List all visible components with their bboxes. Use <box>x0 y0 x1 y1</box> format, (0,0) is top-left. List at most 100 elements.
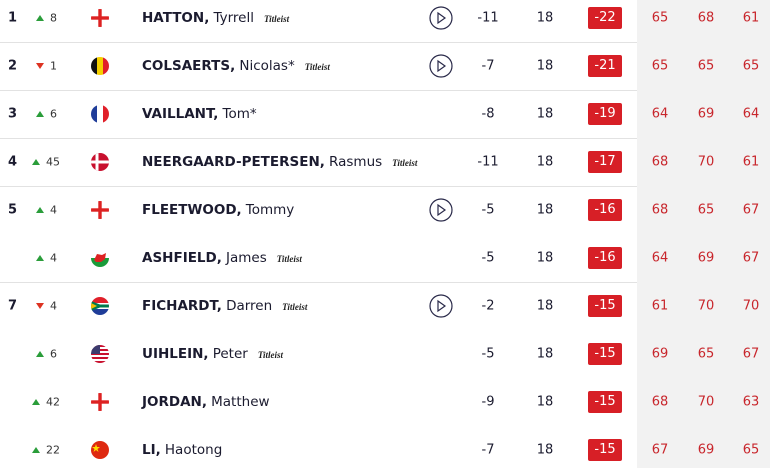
round-score: 61 <box>742 10 760 26</box>
today-score: -8 <box>481 106 495 122</box>
round-score: 67 <box>742 250 760 266</box>
movement: 8 <box>50 11 57 25</box>
first-name: Tommy <box>245 202 295 218</box>
sponsor: Titleist <box>304 62 330 72</box>
round-score: 70 <box>697 298 715 314</box>
total-score: -16 <box>588 199 622 221</box>
position: 2 <box>8 58 18 74</box>
total-score: -15 <box>588 343 622 365</box>
today-score: -5 <box>481 202 495 218</box>
rounds-background <box>637 0 770 468</box>
movement: 6 <box>50 347 57 361</box>
first-name: Peter <box>212 346 248 362</box>
last-name: ASHFIELD, <box>142 250 222 266</box>
round-score: 67 <box>742 202 760 218</box>
first-name: Tom* <box>222 106 257 122</box>
today-score: -5 <box>481 250 495 266</box>
player-name: VAILLANT, Tom* <box>142 106 257 122</box>
round-score: 63 <box>742 394 760 410</box>
round-score: 65 <box>742 58 760 74</box>
first-name: Tyrrell <box>213 10 254 26</box>
thru: 18 <box>536 58 554 74</box>
total-score: -15 <box>588 391 622 413</box>
sponsor: Titleist <box>282 302 308 312</box>
last-name: NEERGAARD-PETERSEN, <box>142 154 325 170</box>
round-score: 70 <box>742 298 760 314</box>
round-score: 65 <box>742 442 760 458</box>
today-score: -5 <box>481 346 495 362</box>
round-score: 69 <box>697 250 715 266</box>
round-score: 68 <box>697 10 715 26</box>
last-name: HATTON, <box>142 10 210 26</box>
round-score: 65 <box>651 58 669 74</box>
round-score: 65 <box>697 202 715 218</box>
round-score: 64 <box>651 106 669 122</box>
total-score: -15 <box>588 295 622 317</box>
thru: 18 <box>536 10 554 26</box>
thru: 18 <box>536 298 554 314</box>
last-name: VAILLANT, <box>142 106 219 122</box>
total-score: -17 <box>588 151 622 173</box>
round-score: 65 <box>697 58 715 74</box>
movement: 4 <box>50 203 57 217</box>
movement: 45 <box>46 155 60 169</box>
round-score: 70 <box>697 154 715 170</box>
player-name: UIHLEIN, Peter Titleist <box>142 346 283 362</box>
round-score: 64 <box>651 250 669 266</box>
position: 7 <box>8 298 18 314</box>
thru: 18 <box>536 346 554 362</box>
today-score: -9 <box>481 394 495 410</box>
player-name: NEERGAARD-PETERSEN, Rasmus Titleist <box>142 154 417 170</box>
round-score: 69 <box>651 346 669 362</box>
total-score: -21 <box>588 55 622 77</box>
sponsor: Titleist <box>392 158 418 168</box>
movement: 4 <box>50 299 57 313</box>
thru: 18 <box>536 442 554 458</box>
last-name: FLEETWOOD, <box>142 202 242 218</box>
today-score: -11 <box>477 154 499 170</box>
movement-arrows <box>32 15 44 453</box>
first-name: James <box>226 250 267 266</box>
total-score: -19 <box>588 103 622 125</box>
total-score: -15 <box>588 439 622 461</box>
separators <box>0 42 637 283</box>
round-score: 69 <box>697 106 715 122</box>
today-score: -2 <box>481 298 495 314</box>
first-name: Nicolas* <box>239 58 295 74</box>
sponsor: Titleist <box>264 14 290 24</box>
player-name: COLSAERTS, Nicolas* Titleist <box>142 58 330 74</box>
round-score: 68 <box>651 154 669 170</box>
round-score: 65 <box>697 346 715 362</box>
round-score: 67 <box>742 346 760 362</box>
player-name: FLEETWOOD, Tommy <box>142 202 294 218</box>
position: 1 <box>8 10 18 26</box>
play-buttons[interactable] <box>429 6 453 318</box>
last-name: UIHLEIN, <box>142 346 209 362</box>
sponsor: Titleist <box>276 254 302 264</box>
thru: 18 <box>536 154 554 170</box>
player-name: ASHFIELD, James Titleist <box>142 250 302 266</box>
movement: 1 <box>50 59 57 73</box>
thru: 18 <box>536 250 554 266</box>
movement: 42 <box>46 395 60 409</box>
thru: 18 <box>536 202 554 218</box>
player-name: HATTON, Tyrrell Titleist <box>142 10 289 26</box>
player-name: FICHARDT, Darren Titleist <box>142 298 307 314</box>
flags <box>91 9 109 459</box>
last-name: COLSAERTS, <box>142 58 236 74</box>
round-score: 61 <box>651 298 669 314</box>
total-score: -16 <box>588 247 622 269</box>
player-name: LI, Haotong <box>142 442 222 458</box>
position: 3 <box>8 106 18 122</box>
round-score: 69 <box>697 442 715 458</box>
last-name: LI, <box>142 442 161 458</box>
thru: 18 <box>536 394 554 410</box>
movement: 6 <box>50 107 57 121</box>
last-name: FICHARDT, <box>142 298 222 314</box>
first-name: Matthew <box>211 394 270 410</box>
today-score: -7 <box>481 58 495 74</box>
round-score: 68 <box>651 202 669 218</box>
total-score: -22 <box>588 7 622 29</box>
